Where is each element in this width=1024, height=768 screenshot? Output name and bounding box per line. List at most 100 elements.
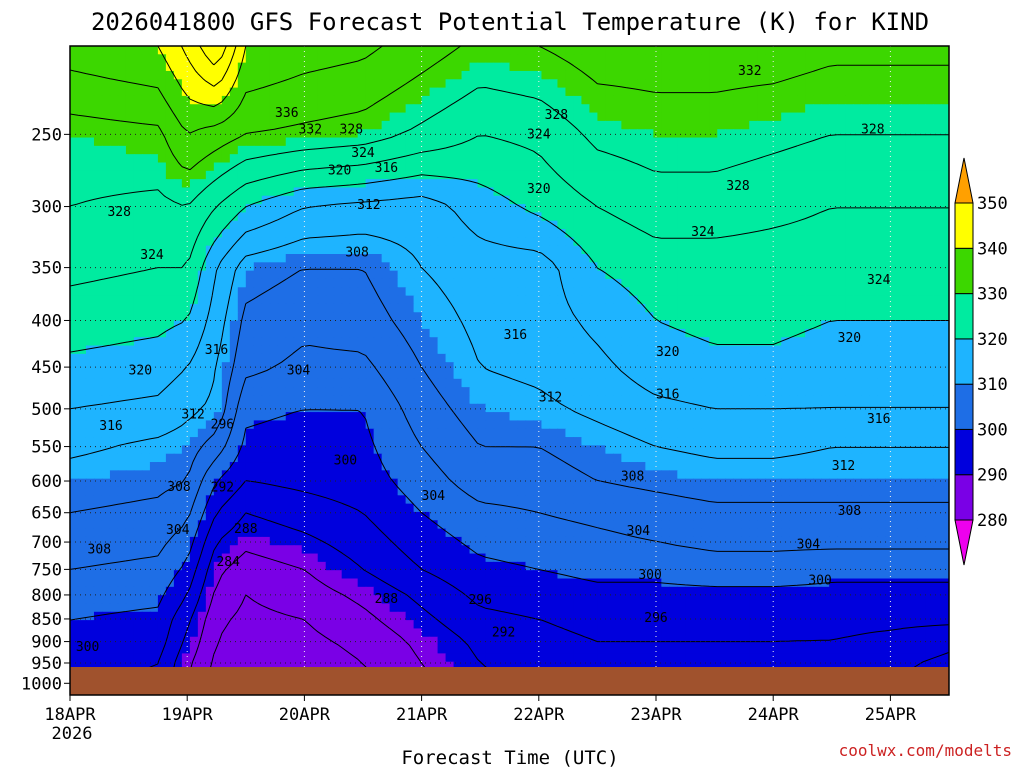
theta-cell xyxy=(141,204,151,214)
theta-cell xyxy=(677,87,686,97)
theta-cell xyxy=(149,270,159,280)
theta-cell xyxy=(589,370,598,380)
theta-cell xyxy=(317,154,327,164)
theta-cell xyxy=(557,204,567,214)
theta-cell xyxy=(469,295,479,305)
theta-cell xyxy=(757,370,766,380)
theta-cell xyxy=(341,95,351,105)
theta-cell xyxy=(629,95,638,105)
theta-cell xyxy=(765,270,774,280)
theta-cell xyxy=(901,187,910,197)
theta-cell xyxy=(917,212,926,222)
theta-cell xyxy=(557,170,567,180)
theta-cell xyxy=(141,303,151,313)
theta-cell xyxy=(397,353,407,363)
theta-cell xyxy=(813,378,822,388)
theta-cell xyxy=(709,278,718,288)
theta-cell xyxy=(853,145,862,155)
theta-cell xyxy=(509,46,519,55)
theta-cell xyxy=(461,320,471,330)
theta-cell xyxy=(413,287,423,297)
theta-cell xyxy=(765,104,774,114)
theta-cell xyxy=(813,70,822,80)
theta-cell xyxy=(341,412,351,422)
theta-cell xyxy=(877,120,886,130)
theta-cell xyxy=(141,229,151,238)
theta-cell xyxy=(405,229,415,238)
theta-cell xyxy=(925,79,934,89)
theta-cell xyxy=(773,362,782,372)
theta-cell xyxy=(125,87,135,97)
theta-cell xyxy=(421,154,431,164)
theta-cell xyxy=(541,220,551,230)
theta-cell xyxy=(453,262,463,272)
theta-cell xyxy=(789,412,798,422)
theta-cell xyxy=(861,220,870,230)
theta-cell xyxy=(157,179,167,189)
theta-cell xyxy=(677,295,686,305)
theta-cell xyxy=(237,162,247,172)
theta-cell xyxy=(789,112,798,122)
theta-cell xyxy=(445,70,455,80)
theta-cell xyxy=(437,79,447,89)
theta-cell xyxy=(157,129,167,139)
theta-cell xyxy=(205,412,215,422)
theta-cell xyxy=(101,162,111,172)
theta-cell xyxy=(341,104,351,114)
theta-cell xyxy=(589,337,598,347)
theta-cell xyxy=(357,129,367,139)
theta-cell xyxy=(565,195,575,205)
theta-cell xyxy=(109,62,119,72)
theta-cell xyxy=(565,245,575,255)
theta-cell xyxy=(205,278,215,288)
theta-cell xyxy=(453,187,463,197)
theta-cell xyxy=(421,420,431,430)
theta-cell xyxy=(653,403,662,413)
theta-cell xyxy=(357,245,367,255)
theta-cell xyxy=(541,179,551,189)
theta-cell xyxy=(229,70,239,80)
theta-cell xyxy=(877,220,886,230)
theta-cell xyxy=(493,262,503,272)
theta-cell xyxy=(373,320,383,330)
theta-cell xyxy=(725,195,734,205)
theta-cell xyxy=(533,212,543,222)
theta-cell xyxy=(317,337,327,347)
theta-cell xyxy=(293,170,303,180)
theta-cell xyxy=(885,312,894,322)
theta-cell xyxy=(653,320,662,330)
theta-cell xyxy=(669,187,678,197)
theta-cell xyxy=(757,328,766,338)
theta-cell xyxy=(333,95,343,105)
theta-cell xyxy=(917,378,926,388)
theta-cell xyxy=(709,120,718,130)
theta-cell xyxy=(941,145,949,155)
theta-cell xyxy=(141,287,151,297)
theta-cell xyxy=(381,46,391,55)
theta-cell xyxy=(853,262,862,272)
theta-cell xyxy=(645,270,654,280)
theta-cell xyxy=(317,262,327,272)
theta-cell xyxy=(669,303,678,313)
theta-cell xyxy=(477,87,487,97)
theta-cell xyxy=(229,328,239,338)
theta-cell xyxy=(229,362,239,372)
theta-cell xyxy=(389,262,399,272)
theta-cell xyxy=(901,112,910,122)
theta-cell xyxy=(325,262,335,272)
theta-cell xyxy=(573,262,583,272)
theta-cell xyxy=(197,420,207,430)
theta-cell xyxy=(605,303,614,313)
theta-cell xyxy=(733,237,742,247)
theta-cell xyxy=(477,95,487,105)
theta-cell xyxy=(365,154,375,164)
theta-cell xyxy=(397,395,407,405)
theta-cell xyxy=(717,295,726,305)
theta-cell xyxy=(421,145,431,155)
theta-cell xyxy=(165,353,175,363)
theta-cell xyxy=(453,220,463,230)
theta-cell xyxy=(797,220,806,230)
theta-cell xyxy=(557,162,567,172)
theta-cell xyxy=(357,254,367,263)
theta-cell xyxy=(125,170,135,180)
